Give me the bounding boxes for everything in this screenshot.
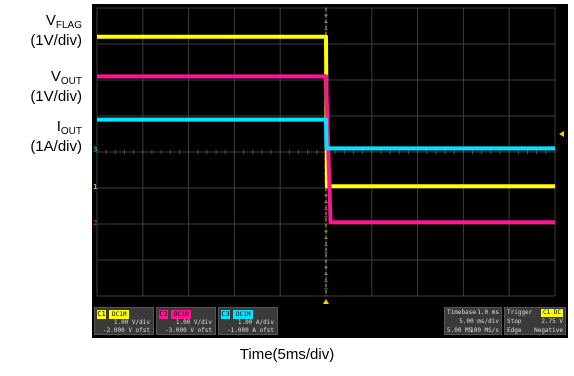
trigger-label: Trigger bbox=[507, 309, 533, 316]
channel-1-offset: -2.000 V ofst bbox=[103, 327, 150, 334]
channel-2-box[interactable]: C2 DC1M 1.00 V/div -3.000 V ofst bbox=[156, 307, 216, 335]
label-iout-main: I bbox=[56, 118, 61, 135]
channel-3-box[interactable]: C3 DC1M 1.00 A/div -1.000 A ofst bbox=[218, 307, 278, 335]
label-vflag-main: V bbox=[45, 12, 56, 29]
timebase-samples: 5.00 MS bbox=[447, 327, 473, 334]
channel-1-tag: DC1M bbox=[109, 310, 130, 319]
label-vout-sub: OUT bbox=[60, 76, 82, 87]
channel-2-tag: DC1M bbox=[171, 310, 192, 319]
channel-1-number: C1 bbox=[97, 310, 106, 319]
channel-marker-1: 1 bbox=[93, 183, 97, 191]
x-axis-label: Time(5ms/div) bbox=[239, 346, 335, 363]
timebase-rate: 5.00 ms/div bbox=[459, 318, 499, 325]
label-vout: VOUT (1V/div) bbox=[6, 68, 82, 106]
label-iout-scale: (1A/div) bbox=[30, 138, 82, 155]
channel-2-offset: -3.000 V ofst bbox=[165, 327, 212, 334]
trigger-position-marker bbox=[323, 299, 329, 304]
waveform-plot: 1 2 3 bbox=[93, 7, 564, 304]
trigger-box[interactable]: Trigger C1 DC Stop 2.75 V Edge Negative bbox=[504, 307, 566, 335]
channel-2-scale: 1.00 V/div bbox=[175, 319, 212, 326]
channel-1-box[interactable]: C1 DC1M 1.00 V/div -2.000 V ofst bbox=[94, 307, 154, 335]
trigger-mode: Stop bbox=[507, 318, 522, 325]
timebase-delay: -1.0 ms bbox=[473, 309, 499, 316]
oscilloscope-screen: 1 2 3 C1 DC1M 1.00 V/div -2.000 V ofst C2 … bbox=[92, 4, 568, 338]
trigger-level: 2.75 V bbox=[541, 318, 563, 325]
timebase-box[interactable]: Timebase -1.0 ms 5.00 ms/div 5.00 MS 100… bbox=[444, 307, 502, 335]
timebase-sample-rate: 100 MS/s bbox=[470, 327, 499, 334]
scope-status-bar: C1 DC1M 1.00 V/div -2.000 V ofst C2 DC1M… bbox=[92, 304, 568, 338]
iout-trace bbox=[97, 117, 555, 151]
trigger-source: C1 DC bbox=[540, 309, 563, 317]
channel-3-tag: DC1M bbox=[233, 310, 254, 319]
channel-1-scale: 1.00 V/div bbox=[113, 319, 150, 326]
label-vflag: VFLAG (1V/div) bbox=[6, 12, 82, 50]
trigger-slope: Negative bbox=[534, 327, 563, 334]
channel-marker-3: 3 bbox=[93, 145, 97, 153]
label-iout-sub: OUT bbox=[60, 126, 82, 137]
label-vflag-sub: FLAG bbox=[55, 20, 82, 31]
trigger-type: Edge bbox=[507, 327, 522, 334]
label-vout-scale: (1V/div) bbox=[30, 88, 82, 105]
channel-3-offset: -1.000 A ofst bbox=[227, 327, 274, 334]
channel-3-scale: 1.00 A/div bbox=[237, 319, 274, 326]
label-vout-main: V bbox=[50, 68, 61, 85]
label-vflag-scale: (1V/div) bbox=[30, 32, 82, 49]
timebase-label: Timebase bbox=[447, 309, 476, 316]
label-iout: IOUT (1A/div) bbox=[6, 118, 82, 156]
trigger-level-marker bbox=[559, 131, 564, 137]
channel-3-number: C3 bbox=[221, 310, 230, 319]
channel-2-number: C2 bbox=[159, 310, 168, 319]
channel-marker-2: 2 bbox=[93, 219, 97, 227]
